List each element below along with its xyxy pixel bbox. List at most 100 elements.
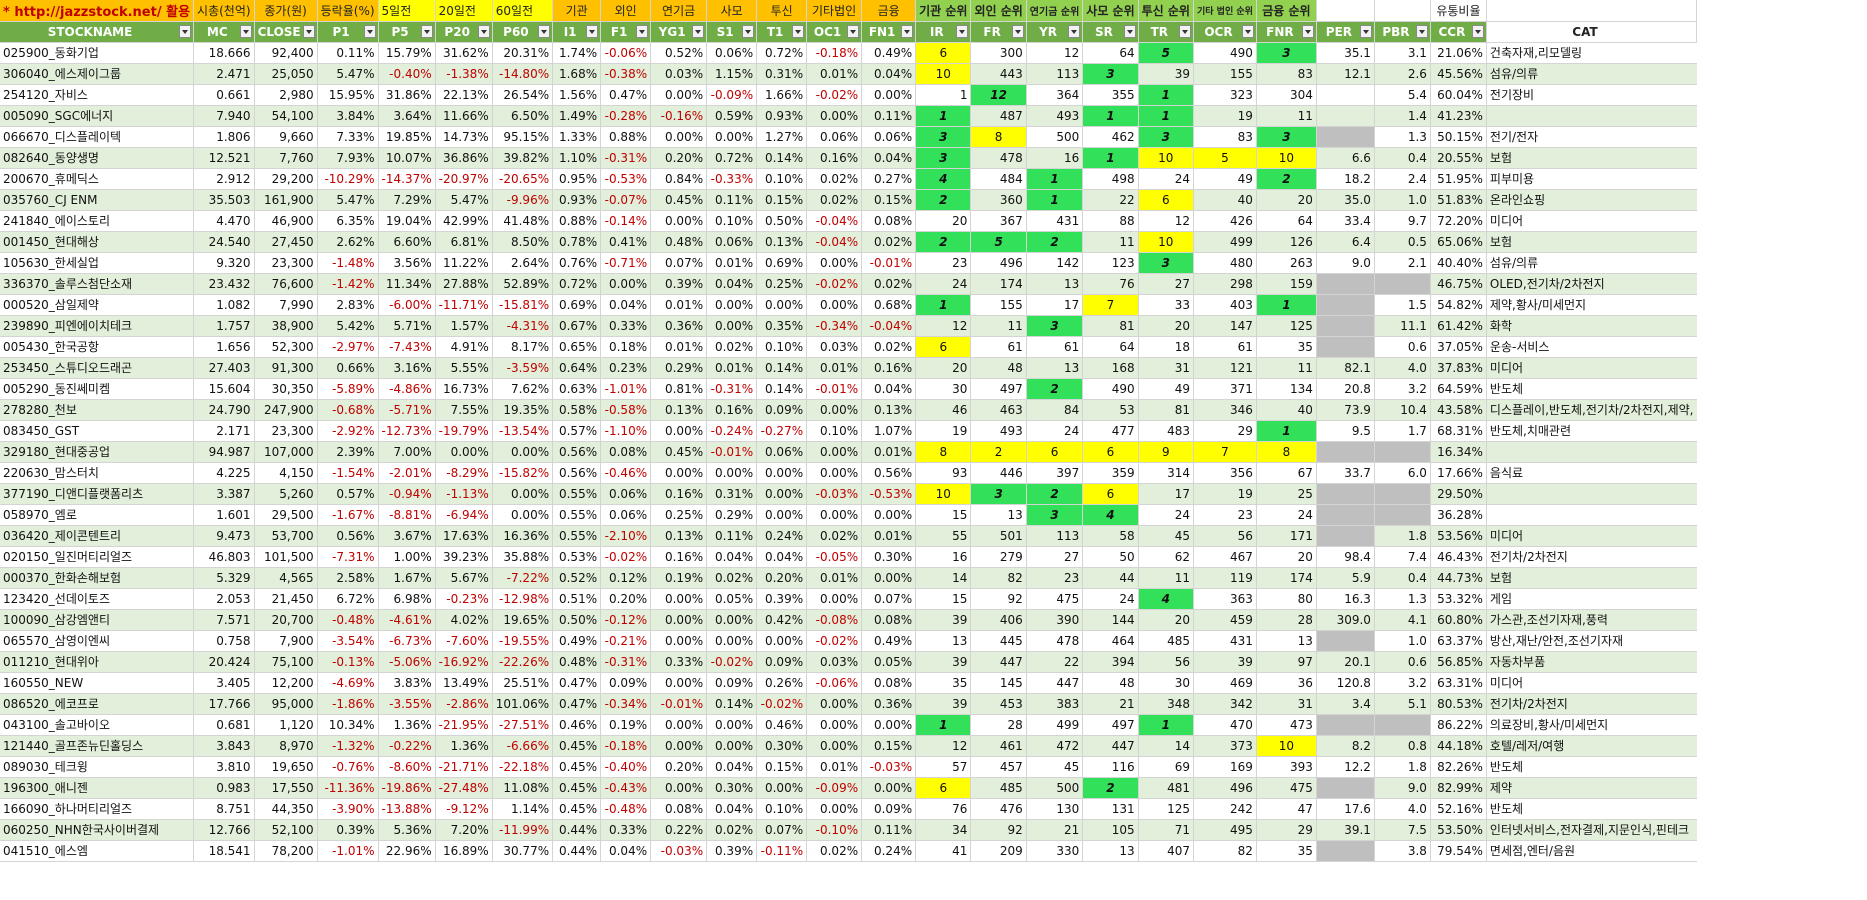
cell-t1[interactable]: 0.10%	[756, 168, 808, 190]
cell-s1[interactable]: -0.01%	[706, 441, 758, 463]
cell-sr[interactable]: 88	[1082, 210, 1139, 232]
filter-dropdown-icon[interactable]	[1011, 24, 1024, 38]
cell-pbr[interactable]: 3.2	[1374, 378, 1431, 400]
cell-close[interactable]: 1,120	[254, 714, 318, 736]
table-row[interactable]: 005090_SGC에너지 7.940 54,100 3.84% 3.64% 11.66%…	[0, 105, 1697, 127]
cell-ir[interactable]: 13	[915, 630, 972, 652]
cell-ocr[interactable]: 346	[1193, 399, 1257, 421]
cell-s1[interactable]: 0.30%	[706, 777, 758, 799]
cell-mc[interactable]: 2.912	[193, 168, 255, 190]
cell-yg1[interactable]: 0.29%	[650, 357, 708, 379]
cell-pbr[interactable]: 5.4	[1374, 84, 1431, 106]
cell-p20[interactable]: 42.99%	[435, 210, 493, 232]
cell-i1[interactable]: 0.47%	[552, 672, 602, 694]
cell-p1[interactable]: -3.54%	[317, 630, 379, 652]
cell-oc1[interactable]: 0.01%	[806, 357, 863, 379]
col-header-pbr[interactable]: PBR	[1374, 21, 1431, 43]
cell-per[interactable]	[1316, 525, 1375, 547]
cell-ocr[interactable]: 7	[1193, 441, 1257, 463]
cell-t1[interactable]: 0.00%	[756, 294, 808, 316]
cell-p20[interactable]: 5.55%	[435, 357, 493, 379]
cell-stockname[interactable]: 105630_한세실업	[0, 252, 195, 274]
cell-f1[interactable]: -0.07%	[600, 189, 652, 211]
cell-s1[interactable]: 0.04%	[706, 273, 758, 295]
cell-p60[interactable]: 19.65%	[492, 609, 554, 631]
cell-close[interactable]: 7,900	[254, 630, 318, 652]
cell-per[interactable]	[1316, 777, 1375, 799]
cell-tr[interactable]: 1	[1138, 105, 1194, 127]
cell-p1[interactable]: 2.62%	[317, 231, 379, 253]
cell-f1[interactable]: 0.06%	[600, 483, 652, 505]
cell-mc[interactable]: 1.757	[193, 315, 255, 337]
cell-sr[interactable]: 22	[1082, 189, 1139, 211]
cell-pbr[interactable]: 9.0	[1374, 777, 1431, 799]
table-row[interactable]: 035760_CJ ENM 35.503 161,900 5.47% 7.29% 5.47…	[0, 189, 1697, 211]
cell-s1[interactable]: 0.02%	[706, 819, 758, 841]
cell-ccr[interactable]: 43.58%	[1430, 399, 1487, 421]
cell-p60[interactable]: -14.80%	[492, 63, 554, 85]
cell-sr[interactable]: 144	[1082, 609, 1139, 631]
cell-p1[interactable]: 7.93%	[317, 147, 379, 169]
cell-fnr[interactable]: 97	[1256, 651, 1317, 673]
cell-fnr[interactable]: 20	[1256, 189, 1317, 211]
cell-yg1[interactable]: 0.00%	[650, 672, 708, 694]
cell-tr[interactable]: 1	[1138, 714, 1194, 736]
cell-t1[interactable]: 1.66%	[756, 84, 808, 106]
cell-i1[interactable]: 1.68%	[552, 63, 602, 85]
cell-tr[interactable]: 14	[1138, 735, 1194, 757]
cell-p60[interactable]: -3.59%	[492, 357, 554, 379]
cell-ocr[interactable]: 5	[1193, 147, 1257, 169]
cell-s1[interactable]: 0.00%	[706, 735, 758, 757]
cell-stockname[interactable]: 239890_피엔에이치테크	[0, 315, 195, 337]
cell-cat[interactable]	[1486, 483, 1697, 505]
cell-fn1[interactable]: 0.02%	[861, 273, 917, 295]
cell-yg1[interactable]: 0.39%	[650, 273, 708, 295]
cell-ir[interactable]: 39	[915, 693, 972, 715]
cell-pbr[interactable]	[1374, 504, 1431, 526]
cell-ocr[interactable]: 83	[1193, 126, 1257, 148]
cell-fnr[interactable]: 134	[1256, 378, 1317, 400]
cell-fr[interactable]: 360	[970, 189, 1027, 211]
cell-fn1[interactable]: 0.11%	[861, 819, 917, 841]
cell-tr[interactable]: 6	[1138, 189, 1194, 211]
cell-pbr[interactable]: 11.1	[1374, 315, 1431, 337]
cell-mc[interactable]: 9.473	[193, 525, 255, 547]
cell-fnr[interactable]: 35	[1256, 336, 1317, 358]
cell-fnr[interactable]: 10	[1256, 735, 1317, 757]
cell-p1[interactable]: 2.58%	[317, 567, 379, 589]
cell-p60[interactable]: 52.89%	[492, 273, 554, 295]
cell-fn1[interactable]: 0.02%	[861, 231, 917, 253]
table-row[interactable]: 025900_동화기업 18.666 92,400 0.11% 15.79% 31.62%…	[0, 42, 1697, 64]
filter-dropdown-icon[interactable]	[1123, 24, 1136, 38]
cell-mc[interactable]: 1.656	[193, 336, 255, 358]
cell-close[interactable]: 30,350	[254, 378, 318, 400]
cell-mc[interactable]: 3.405	[193, 672, 255, 694]
cell-p5[interactable]: -3.55%	[378, 693, 436, 715]
cell-tr[interactable]: 33	[1138, 294, 1194, 316]
cell-yg1[interactable]: 0.25%	[650, 504, 708, 526]
cell-p20[interactable]: -7.60%	[435, 630, 493, 652]
cell-tr[interactable]: 24	[1138, 504, 1194, 526]
cell-ir[interactable]: 1	[915, 84, 972, 106]
cell-close[interactable]: 38,900	[254, 315, 318, 337]
cell-per[interactable]: 16.3	[1316, 588, 1375, 610]
cell-mc[interactable]: 8.751	[193, 798, 255, 820]
cell-fnr[interactable]: 67	[1256, 462, 1317, 484]
cell-yr[interactable]: 12	[1026, 42, 1084, 64]
cell-mc[interactable]: 24.790	[193, 399, 255, 421]
cell-i1[interactable]: 1.10%	[552, 147, 602, 169]
cell-mc[interactable]: 35.503	[193, 189, 255, 211]
filter-dropdown-icon[interactable]	[586, 24, 599, 38]
cell-mc[interactable]: 3.810	[193, 756, 255, 778]
cell-per[interactable]: 35.1	[1316, 42, 1375, 64]
col-header-p20[interactable]: P20	[435, 21, 493, 43]
cell-ocr[interactable]: 19	[1193, 105, 1257, 127]
cell-p1[interactable]: -5.89%	[317, 378, 379, 400]
cell-t1[interactable]: 0.15%	[756, 756, 808, 778]
cell-tr[interactable]: 11	[1138, 567, 1194, 589]
cell-sr[interactable]: 464	[1082, 630, 1139, 652]
cell-s1[interactable]: -0.02%	[706, 651, 758, 673]
cell-s1[interactable]: 0.01%	[706, 357, 758, 379]
cell-sr[interactable]: 394	[1082, 651, 1139, 673]
cell-p1[interactable]: -10.29%	[317, 168, 379, 190]
